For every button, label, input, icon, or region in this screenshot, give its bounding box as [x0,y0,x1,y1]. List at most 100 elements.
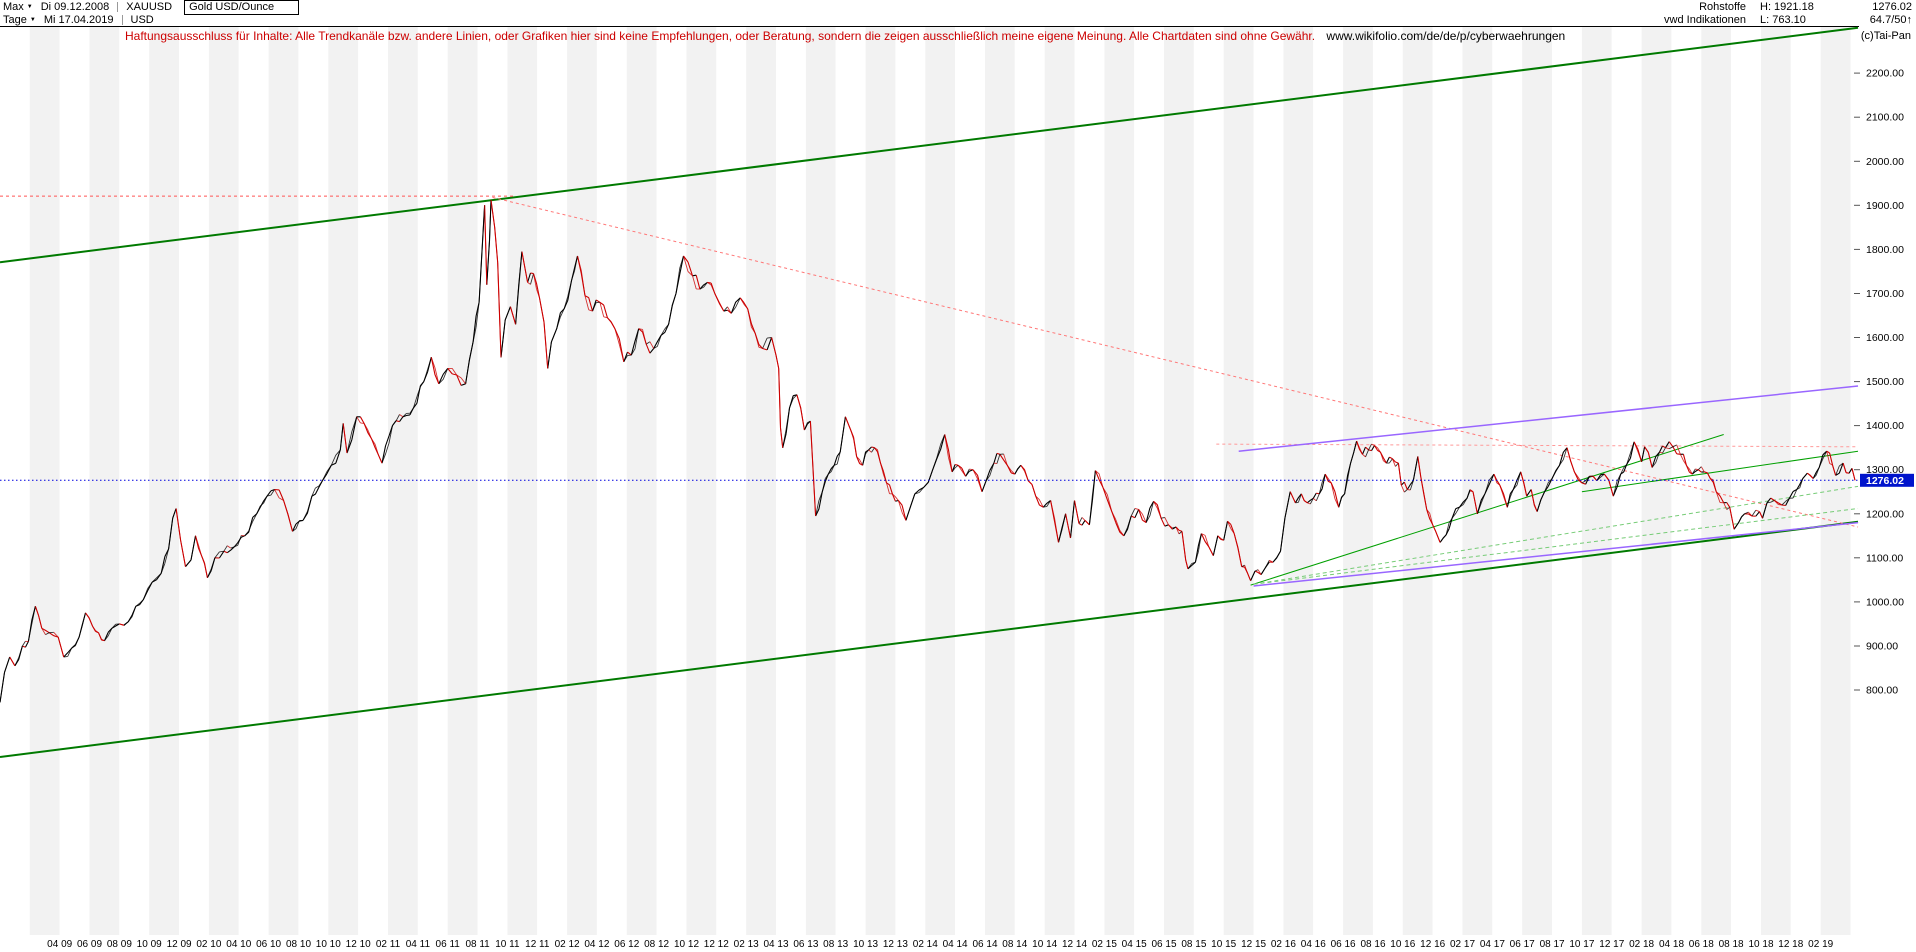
aufwaerts-trendkanal-oben [0,26,1859,264]
y-axis-label: 1400.00 [1866,420,1904,432]
x-axis-label: 06 10 [256,939,281,950]
x-axis-label: 06 14 [972,939,997,950]
x-axis-label: 04 12 [584,939,609,950]
range-selector-label: Max [3,1,24,13]
x-axis-label: 04 11 [406,939,431,950]
aufwaerts-trendkanal-unten [0,520,1859,758]
x-axis-label: 10 13 [853,939,878,950]
y-axis-label: 1000.00 [1866,596,1904,608]
y-axis-label: 900.00 [1866,641,1898,653]
chart-end-date: Mi 17.04.2019 [43,14,114,26]
x-axis-label: 10 09 [137,939,162,950]
x-axis-label: 12 14 [1062,939,1087,950]
x-axis-label: 06 12 [614,939,639,950]
indicator-value: 64.7/50↑ [1869,14,1912,26]
y-axis-label: 1600.00 [1866,332,1904,344]
current-price-tag [1860,473,1914,487]
x-axis-label: 08 17 [1540,939,1565,950]
current-price-tag-value: 1276.02 [1866,475,1904,487]
y-axis-label: 2100.00 [1866,112,1904,124]
header-left: Max ▼ Di 09.12.2008 XAUUSD Gold USD/Ounc… [3,0,307,27]
x-axis-label: 06 11 [436,939,461,950]
x-axis-label: 10 16 [1390,939,1415,950]
x-axis-label: 12 12 [704,939,729,950]
x-axis-label: 02 16 [1271,939,1296,950]
x-axis-label: 04 16 [1301,939,1326,950]
x-axis-label: 02 10 [196,939,221,950]
x-axis-label: 12 13 [883,939,908,950]
x-axis-label: 04 14 [943,939,968,950]
x-axis-label: 02 13 [734,939,759,950]
y-axis-label: 1100.00 [1866,552,1903,564]
y-axis-label: 2200.00 [1866,68,1904,80]
chart-header: Max ▼ Di 09.12.2008 XAUUSD Gold USD/Ounc… [0,0,1916,26]
x-axis-label: 12 11 [525,939,550,950]
wikifolio-link[interactable]: www.wikifolio.com/de/de/p/cyberwaehrunge… [1326,29,1566,43]
x-axis-label: 10 15 [1211,939,1236,950]
caret-down-icon: ▼ [26,4,33,10]
x-axis-label: 04 09 [47,939,72,950]
x-axis-label: 02 12 [555,939,580,950]
header-divider [121,15,123,25]
x-axis-label: 10 11 [495,939,520,950]
x-axis-label: 06 15 [1151,939,1176,950]
x-axis-label: 10 17 [1569,939,1594,950]
low-value: L: 763.10 [1760,14,1806,26]
axes: 800.00 900.00 1000.00 1100.00 1200.00 1300.00… [0,26,1916,952]
x-axis-label: 08 10 [286,939,311,950]
x-axis-label: 06 17 [1510,939,1535,950]
y-axis-label: 1300.00 [1866,464,1904,476]
x-axis-label: 08 18 [1719,939,1744,950]
subcategory-label: vwd Indikationen [1664,14,1746,26]
y-axis-label: 1700.00 [1866,288,1904,300]
x-axis-label: 10 18 [1748,939,1773,950]
violett-kanal-oben [1238,385,1859,452]
currency-label: USD [130,14,154,26]
gruener-keil [1581,450,1859,493]
gruene-unterstuetzung [1250,434,1724,586]
x-axis-label: 04 15 [1122,939,1147,950]
violett-kanal-unten [1253,521,1859,587]
x-axis-label: 06 09 [77,939,102,950]
x-axis-label: 08 15 [1181,939,1206,950]
x-axis-label: 04 13 [763,939,788,950]
period-selector[interactable]: Tage ▼ [3,14,36,26]
x-axis-label: 08 09 [107,939,132,950]
x-axis-label: 12 09 [167,939,192,950]
instrument-name-box[interactable]: Gold USD/Ounce [184,0,300,15]
chart-start-date: Di 09.12.2008 [40,1,110,13]
header-quote-panel: Rohstoffe H: 1921.18 1276.02 vwd Indikat… [1664,1,1912,26]
copyright-label: (c)Tai-Pan [1860,30,1911,42]
x-axis-label: 08 14 [1002,939,1027,950]
x-axis-label: 08 11 [465,939,490,950]
chart-canvas[interactable]: 800.00 900.00 1000.00 1100.00 1200.00 1300.00… [0,26,1916,952]
caret-down-icon: ▼ [29,17,36,23]
horizontal-widerstand-1360 [1216,443,1859,448]
x-axis-label: 10 10 [316,939,341,950]
high-value: H: 1921.18 [1760,1,1814,13]
x-axis-label: 02 15 [1092,939,1117,950]
x-axis-label: 08 16 [1360,939,1385,950]
x-axis-label: 02 19 [1808,939,1833,950]
x-axis-label: 08 12 [644,939,669,950]
gruen-gestrichelt-2 [1253,508,1859,585]
category-label: Rohstoffe [1699,1,1746,13]
y-axis-label: 1500.00 [1866,376,1904,388]
x-axis-label: 02 18 [1629,939,1654,950]
y-axis-label: 1900.00 [1866,200,1904,212]
x-axis-label: 04 18 [1659,939,1684,950]
x-axis-label: 10 14 [1032,939,1057,950]
last-price: 1276.02 [1872,1,1912,13]
x-axis-label: 02 14 [913,939,938,950]
x-axis-label: 12 17 [1599,939,1624,950]
y-axis-label: 800.00 [1866,685,1898,697]
disclaimer: Haftungsausschluss für Inhalte: Alle Tre… [125,29,1565,43]
x-axis-label: 12 15 [1241,939,1266,950]
x-axis-label: 08 13 [823,939,848,950]
range-selector[interactable]: Max ▼ [3,1,33,13]
x-axis-label: 06 13 [793,939,818,950]
x-axis-label: 06 16 [1331,939,1356,950]
abwaerts-trendlinie [492,196,1859,528]
symbol-label: XAUUSD [126,1,173,13]
